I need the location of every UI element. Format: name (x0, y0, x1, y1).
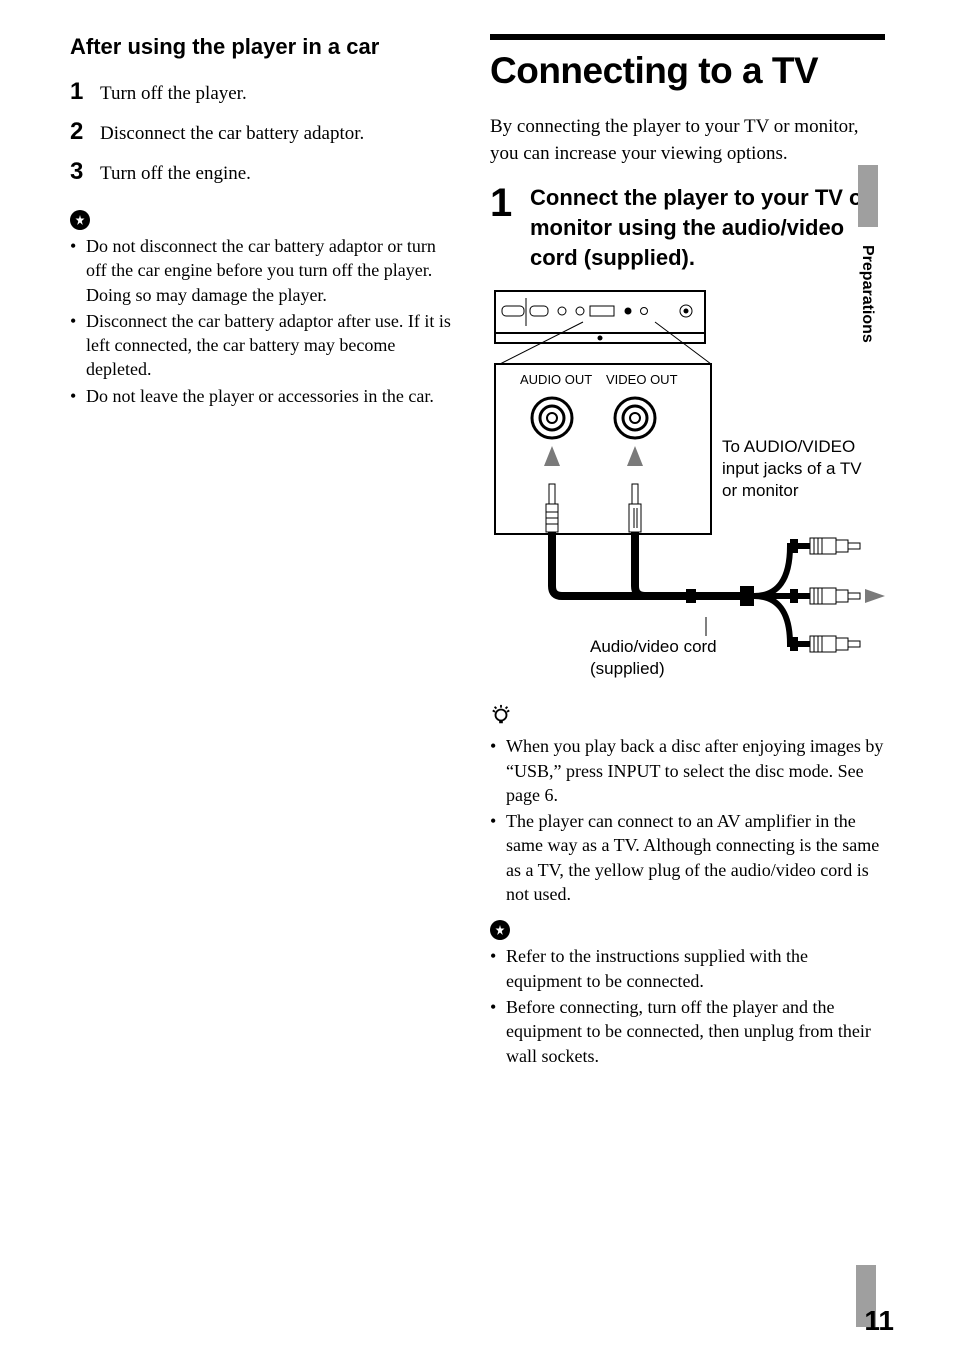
big-step-number: 1 (490, 183, 530, 223)
step-number: 3 (70, 158, 100, 186)
audio-out-label: AUDIO OUT (520, 372, 592, 389)
tip-item: The player can connect to an AV amplifie… (490, 809, 885, 906)
page-body: After using the player in a car 1 Turn o… (0, 0, 954, 1070)
page-number: 11 (864, 1305, 894, 1337)
tip-item: When you play back a disc after enjoying… (490, 734, 885, 807)
step-1-heading: Connect the player to your TV or monitor… (530, 183, 885, 272)
warning-item: Disconnect the car battery adaptor after… (70, 309, 460, 382)
side-tab: Preparations (858, 165, 876, 343)
step-item: 1 Turn off the player. (70, 78, 460, 106)
left-warnings: Do not disconnect the car battery adapto… (70, 234, 460, 408)
side-tab-bar (858, 165, 878, 227)
warning-icon (490, 920, 510, 940)
warning-item: Before connecting, turn off the player a… (490, 995, 885, 1068)
step-1: 1 Connect the player to your TV or monit… (490, 183, 885, 272)
left-column: After using the player in a car 1 Turn o… (70, 34, 460, 1070)
warning-item: Refer to the instructions supplied with … (490, 944, 885, 993)
step-text: Turn off the player. (100, 83, 247, 105)
connection-diagram: AUDIO OUT VIDEO OUT To AUDIO/VIDEO input… (490, 286, 885, 686)
right-intro: By connecting the player to your TV or m… (490, 114, 885, 167)
right-tips: When you play back a disc after enjoying… (490, 734, 885, 906)
right-title: Connecting to a TV (490, 50, 885, 92)
step-number: 2 (70, 118, 100, 146)
step-text: Turn off the engine. (100, 163, 251, 185)
step-item: 3 Turn off the engine. (70, 158, 460, 186)
warning-icon (70, 210, 90, 230)
left-heading: After using the player in a car (70, 34, 460, 60)
side-tab-label: Preparations (858, 245, 876, 343)
warning-item: Do not disconnect the car battery adapto… (70, 234, 460, 307)
section-divider (490, 34, 885, 40)
step-number: 1 (70, 78, 100, 106)
video-out-label: VIDEO OUT (606, 372, 678, 389)
step-item: 2 Disconnect the car battery adaptor. (70, 118, 460, 146)
step-text: Disconnect the car battery adaptor. (100, 123, 364, 145)
right-warnings: Refer to the instructions supplied with … (490, 944, 885, 1067)
right-column: Connecting to a TV By connecting the pla… (490, 34, 885, 1070)
cord-label: Audio/video cord (supplied) (590, 636, 760, 680)
tip-icon (490, 704, 885, 732)
after-car-steps: 1 Turn off the player. 2 Disconnect the … (70, 78, 460, 186)
to-tv-label: To AUDIO/VIDEO input jacks of a TV or mo… (722, 436, 872, 502)
warning-item: Do not leave the player or accessories i… (70, 384, 460, 408)
